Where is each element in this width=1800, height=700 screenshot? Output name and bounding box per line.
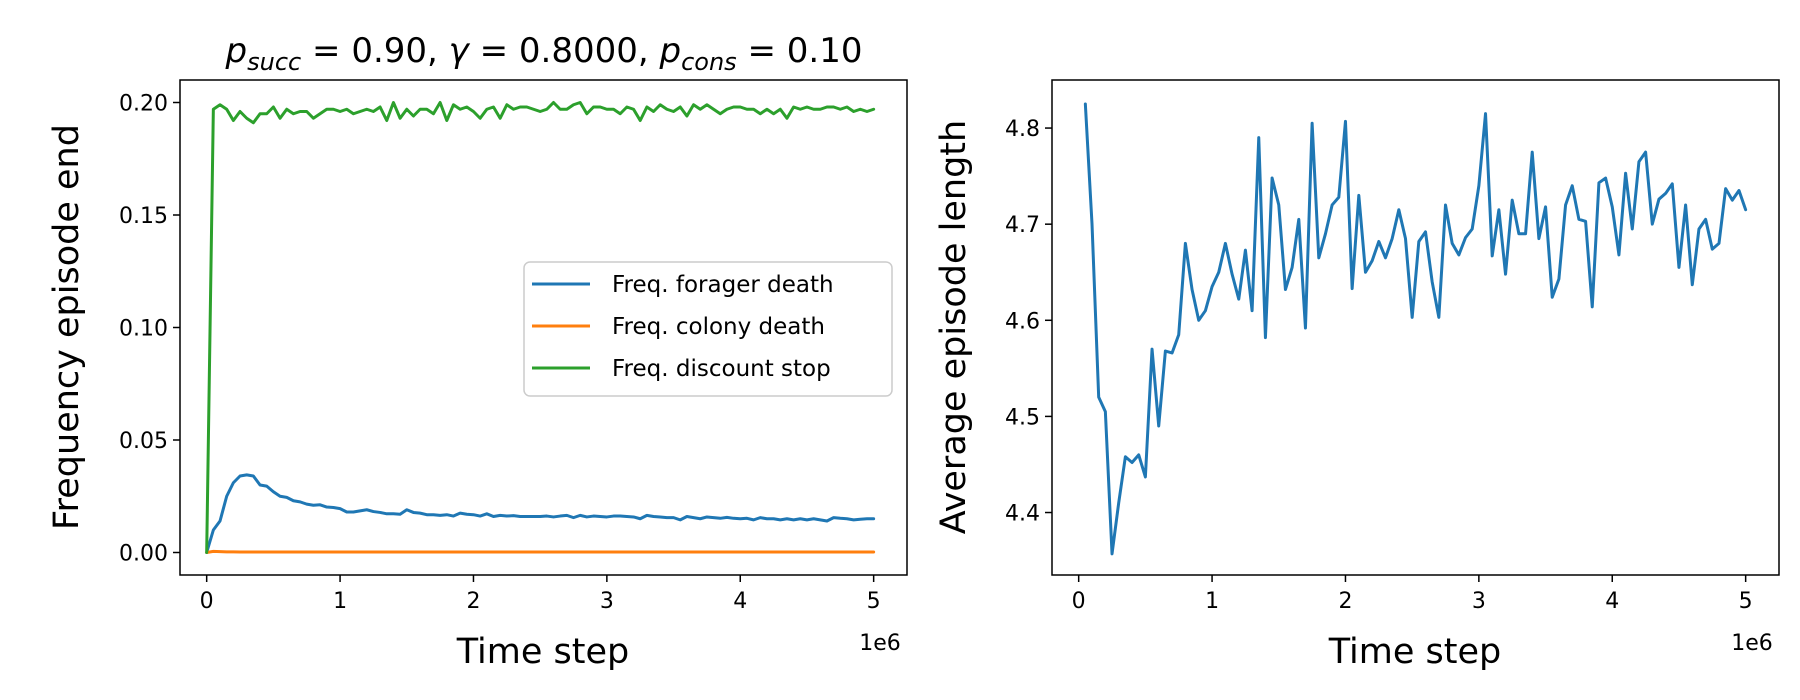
left-legend: Freq. forager death Freq. colony death F… <box>523 261 893 397</box>
x-tick-label: 3 <box>1472 589 1486 614</box>
x-tick-label: 0 <box>1072 589 1086 614</box>
series-line-freq-colony-death <box>205 549 876 554</box>
y-tick-label: 4.4 <box>1005 502 1040 527</box>
left-chart-panel: psucc = 0.90, γ = 0.8000, pcons = 0.10 0… <box>47 31 908 672</box>
right-chart-panel: 0 1 2 3 4 5 4.4 4.5 4.6 4.7 4.8 Time step 1e6 Aver… <box>934 79 1780 672</box>
x-tick-label: 2 <box>466 589 480 614</box>
x-tick-label: 1 <box>333 589 347 614</box>
x-tick-label: 1 <box>1205 589 1219 614</box>
y-tick-label: 4.6 <box>1005 309 1040 334</box>
left-chart-title: psucc = 0.90, γ = 0.8000, pcons = 0.10 <box>225 31 863 76</box>
right-x-offset-text: 1e6 <box>1731 631 1773 656</box>
x-tick-label: 5 <box>1739 589 1753 614</box>
y-tick-label: 4.5 <box>1005 405 1040 430</box>
y-tick-label: 0.05 <box>119 429 168 454</box>
y-tick-label: 0.20 <box>119 92 168 117</box>
y-tick-label: 4.8 <box>1005 117 1040 142</box>
x-tick-label: 5 <box>867 589 881 614</box>
y-tick-label: 0.15 <box>119 204 168 229</box>
left-x-axis-label: Time step <box>456 632 630 672</box>
x-tick-label: 4 <box>1605 589 1619 614</box>
left-y-axis-label: Frequency episode end <box>47 124 87 530</box>
left-x-offset-text: 1e6 <box>859 631 901 656</box>
right-plot-frame <box>1051 79 1780 576</box>
x-tick-label: 3 <box>600 589 614 614</box>
right-y-axis-label: Average episode length <box>934 120 974 534</box>
y-tick-label: 0.00 <box>119 542 168 567</box>
legend-label-forager: Freq. forager death <box>612 272 834 298</box>
x-tick-label: 4 <box>733 589 747 614</box>
series-line-freq-discount-stop <box>205 101 876 554</box>
series-line-series-0 <box>1083 102 1748 556</box>
legend-label-discount: Freq. discount stop <box>612 356 831 382</box>
legend-label-colony: Freq. colony death <box>612 314 825 340</box>
x-tick-label: 2 <box>1338 589 1352 614</box>
y-tick-label: 0.10 <box>119 317 168 342</box>
series-line-freq-forager-death <box>205 473 876 554</box>
x-tick-label: 0 <box>200 589 214 614</box>
y-tick-label: 4.7 <box>1005 213 1040 238</box>
right-x-axis-label: Time step <box>1328 632 1502 672</box>
legend-box <box>523 261 893 397</box>
